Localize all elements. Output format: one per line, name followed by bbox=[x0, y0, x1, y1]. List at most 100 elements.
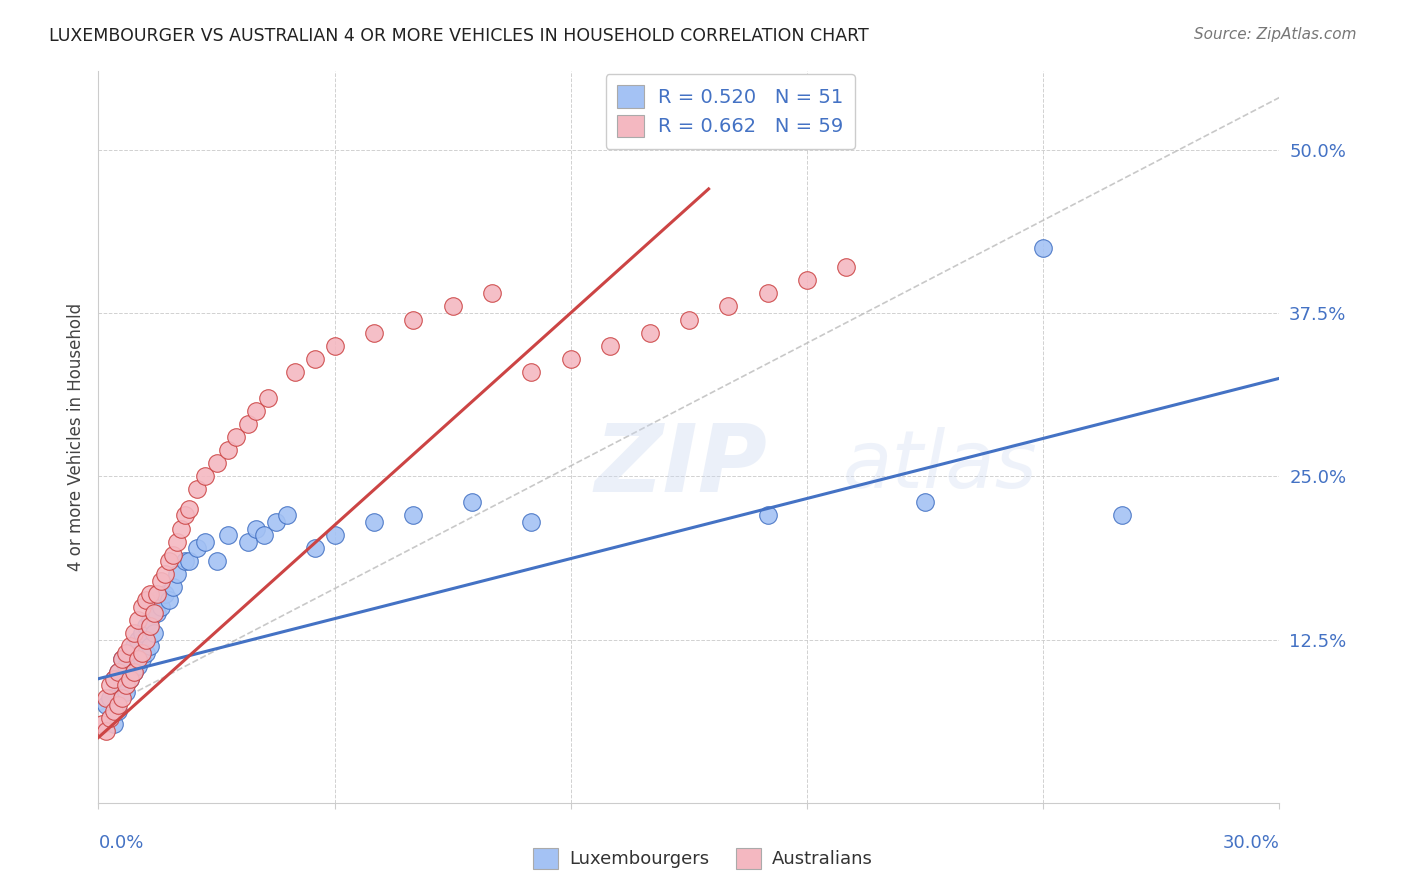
Point bbox=[599, 339, 621, 353]
Point bbox=[122, 639, 145, 653]
Point bbox=[127, 632, 149, 647]
Point bbox=[461, 495, 484, 509]
Point bbox=[146, 607, 169, 621]
Point bbox=[103, 705, 125, 719]
Point bbox=[157, 593, 180, 607]
Point bbox=[111, 678, 134, 692]
Point bbox=[363, 515, 385, 529]
Point bbox=[103, 672, 125, 686]
Point bbox=[520, 365, 543, 379]
Text: 0.0%: 0.0% bbox=[98, 834, 143, 852]
Point bbox=[162, 580, 184, 594]
Point bbox=[717, 300, 740, 314]
Text: ZIP: ZIP bbox=[595, 420, 768, 512]
Point bbox=[91, 717, 114, 731]
Point bbox=[103, 717, 125, 731]
Point bbox=[107, 705, 129, 719]
Point bbox=[127, 652, 149, 666]
Point bbox=[127, 658, 149, 673]
Point bbox=[138, 619, 160, 633]
Point bbox=[253, 528, 276, 542]
Point bbox=[756, 508, 779, 523]
Y-axis label: 4 or more Vehicles in Household: 4 or more Vehicles in Household bbox=[67, 303, 86, 571]
Point bbox=[150, 574, 173, 588]
Point bbox=[98, 678, 121, 692]
Point bbox=[914, 495, 936, 509]
Point bbox=[236, 534, 259, 549]
Point bbox=[96, 691, 118, 706]
Point bbox=[115, 678, 138, 692]
Text: LUXEMBOURGER VS AUSTRALIAN 4 OR MORE VEHICLES IN HOUSEHOLD CORRELATION CHART: LUXEMBOURGER VS AUSTRALIAN 4 OR MORE VEH… bbox=[49, 27, 869, 45]
Point bbox=[166, 567, 188, 582]
Point bbox=[98, 691, 121, 706]
Point bbox=[111, 652, 134, 666]
Point bbox=[323, 339, 346, 353]
Point bbox=[217, 528, 239, 542]
Point bbox=[138, 639, 160, 653]
Point bbox=[323, 528, 346, 542]
Text: atlas: atlas bbox=[842, 427, 1038, 506]
Point bbox=[118, 672, 141, 686]
Point bbox=[142, 626, 165, 640]
Point bbox=[520, 515, 543, 529]
Point bbox=[107, 698, 129, 712]
Point bbox=[138, 587, 160, 601]
Point bbox=[1032, 241, 1054, 255]
Point bbox=[638, 326, 661, 340]
Legend: Luxembourgers, Australians: Luxembourgers, Australians bbox=[526, 840, 880, 876]
Point bbox=[96, 698, 118, 712]
Point bbox=[155, 567, 177, 582]
Text: 30.0%: 30.0% bbox=[1223, 834, 1279, 852]
Point bbox=[186, 483, 208, 497]
Point bbox=[135, 646, 157, 660]
Point bbox=[146, 587, 169, 601]
Point bbox=[115, 658, 138, 673]
Point bbox=[205, 554, 228, 568]
Point bbox=[304, 351, 326, 366]
Point bbox=[481, 286, 503, 301]
Point bbox=[796, 273, 818, 287]
Point bbox=[131, 652, 153, 666]
Point bbox=[111, 691, 134, 706]
Point bbox=[835, 260, 858, 275]
Point bbox=[142, 607, 165, 621]
Point bbox=[236, 417, 259, 431]
Point bbox=[150, 599, 173, 614]
Point bbox=[225, 430, 247, 444]
Point bbox=[756, 286, 779, 301]
Point bbox=[174, 554, 197, 568]
Point bbox=[122, 626, 145, 640]
Point bbox=[217, 443, 239, 458]
Point bbox=[174, 508, 197, 523]
Point bbox=[177, 502, 200, 516]
Point bbox=[194, 534, 217, 549]
Point bbox=[155, 587, 177, 601]
Point bbox=[127, 613, 149, 627]
Point bbox=[194, 469, 217, 483]
Point bbox=[678, 312, 700, 326]
Point bbox=[111, 652, 134, 666]
Point bbox=[1111, 508, 1133, 523]
Point bbox=[122, 665, 145, 680]
Point bbox=[146, 593, 169, 607]
Point bbox=[98, 711, 121, 725]
Point bbox=[107, 665, 129, 680]
Point bbox=[245, 404, 267, 418]
Point bbox=[103, 672, 125, 686]
Point bbox=[402, 508, 425, 523]
Point bbox=[162, 548, 184, 562]
Point bbox=[304, 541, 326, 555]
Point bbox=[107, 665, 129, 680]
Point bbox=[166, 534, 188, 549]
Point bbox=[96, 723, 118, 738]
Point bbox=[157, 554, 180, 568]
Point bbox=[402, 312, 425, 326]
Point bbox=[441, 300, 464, 314]
Point bbox=[131, 599, 153, 614]
Point bbox=[276, 508, 298, 523]
Point bbox=[118, 646, 141, 660]
Point bbox=[245, 521, 267, 535]
Point bbox=[135, 632, 157, 647]
Point bbox=[284, 365, 307, 379]
Point bbox=[115, 646, 138, 660]
